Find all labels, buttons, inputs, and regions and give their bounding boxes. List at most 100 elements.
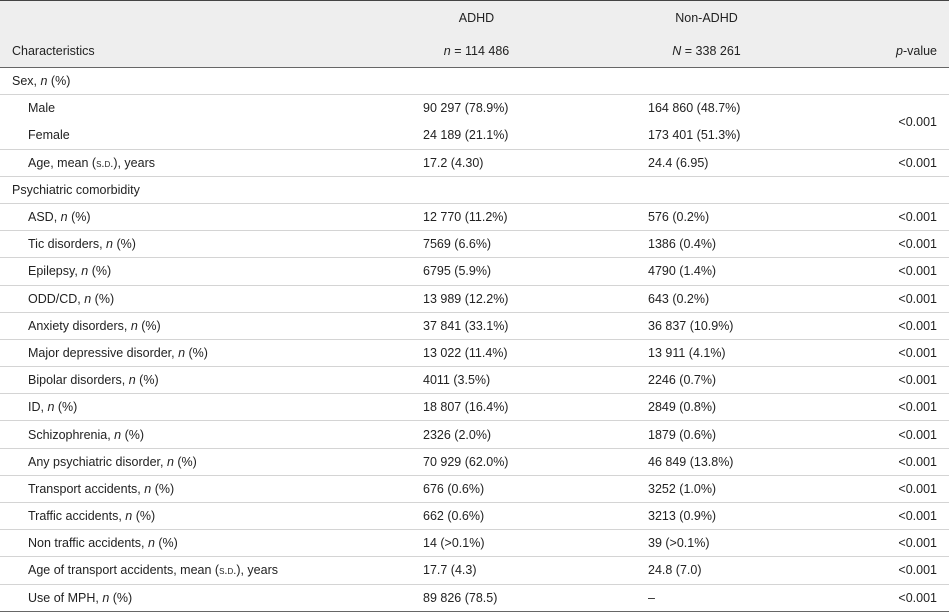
data-row: Any psychiatric disorder, n (%) 70 929 (6… [0,448,949,476]
data-row: ID, n (%) 18 807 (16.4%) 2849 (0.8%) <0.001 [0,393,949,422]
text: (%) [154,536,178,551]
cell-text: <0.001 [898,400,937,415]
text: ), years [236,563,278,578]
italic-text: n [125,509,133,524]
cell: 24.8 (7.0) [639,556,864,585]
table-body: Sex, n (%) Male 90 297 (78.9%) 164 860 (48.… [0,67,949,612]
text: ADHD [458,10,495,25]
cell-text: 3213 (0.9%) [648,509,717,524]
cell-text: <0.001 [898,590,937,605]
text: (%) [47,74,71,89]
cell: 7569 (6.6%) [414,230,639,259]
cell-text: 662 (0.6%) [423,509,485,524]
cell: 89 826 (78.5) [414,584,639,612]
data-row: Age, mean (s.d.), years 17.2 (4.30) 24.4 (… [0,149,949,177]
cell-text: <0.001 [898,318,937,333]
text: Sex, [12,74,41,89]
text: (%) [132,509,156,524]
text: (%) [67,210,91,225]
text: ASD, [28,210,61,225]
text: Epilepsy, [28,264,82,279]
data-row: Anxiety disorders, n (%) 37 841 (33.1%) 36… [0,312,949,340]
cell-text: 39 (>0.1%) [648,536,710,551]
cell: ID, n (%) [0,393,414,422]
cell: 12 770 (11.2%) [414,203,639,232]
cell: 662 (0.6%) [414,502,639,531]
cell-text: <0.001 [898,114,937,129]
cell-text: 24 189 (21.1%) [423,128,509,143]
cell-text: 164 860 (48.7%) [648,101,741,116]
text: (%) [88,264,112,279]
cell: 3213 (0.9%) [639,502,864,531]
data-row: Epilepsy, n (%) 6795 (5.9%) 4790 (1.4%) <0.… [0,257,949,286]
cell-text: 70 929 (62.0%) [423,454,509,469]
cell-text: 90 297 (78.9%) [423,101,509,116]
cell: <0.001 [864,339,949,368]
cell: <0.001 [864,149,949,177]
cell-text: 13 989 (12.2%) [423,291,509,306]
cell-text: 46 849 (13.8%) [648,454,734,469]
italic-text: n [102,590,110,605]
cell-text: <0.001 [898,210,937,225]
cell: <0.001 [864,502,949,531]
cell-text: 4790 (1.4%) [648,264,717,279]
cell: 24.4 (6.95) [639,149,864,177]
text: (%) [91,291,115,306]
cell: Schizophrenia, n (%) [0,420,414,449]
smallcaps-text: s.d. [219,565,237,578]
cell: Psychiatric comorbidity [0,176,949,204]
cell-text: <0.001 [898,563,937,578]
cell: 576 (0.2%) [639,203,864,232]
header-cell: Characteristics [0,34,414,68]
cell: 6795 (5.9%) [414,257,639,286]
italic-text: n [84,291,92,306]
data-row: Transport accidents, n (%) 676 (0.6%) 3252… [0,475,949,504]
italic-text: n [81,264,89,279]
data-row: Schizophrenia, n (%) 2326 (2.0%) 1879 (0.6… [0,420,949,449]
cell-text: 1879 (0.6%) [648,427,717,442]
text: Characteristics [12,43,95,58]
italic-text: p [896,43,903,58]
italic-text: n [114,427,122,442]
italic-text: N [672,43,682,58]
text: (%) [137,318,161,333]
text: Major depressive disorder, [28,345,179,360]
data-row: Tic disorders, n (%) 7569 (6.6%) 1386 (0.4… [0,230,949,259]
cell-text: 14 (>0.1%) [423,536,485,551]
cell: Epilepsy, n (%) [0,257,414,286]
cell: 173 401 (51.3%) [639,121,864,150]
italic-text: n [106,237,113,252]
cell: <0.001 [864,203,949,232]
cell: <0.001 [864,529,949,558]
cell-text: 12 770 (11.2%) [423,210,508,225]
header-cell: n = 114 486 [414,34,639,68]
cell-text: 576 (0.2%) [648,210,710,225]
cell-text: 173 401 (51.3%) [648,128,741,143]
cell-text: <0.001 [898,427,937,442]
text: Psychiatric comorbidity [12,182,140,197]
data-row: Female 24 189 (21.1%) 173 401 (51.3%) [0,121,949,150]
cell: <0.001 [864,366,949,395]
text: = 114 486 [450,43,510,58]
cell: <0.001 [864,285,949,313]
text: Non-ADHD [675,10,738,25]
cell-text: 17.7 (4.3) [423,563,477,578]
text: ID, [28,400,48,415]
cell-text: 3252 (1.0%) [648,481,717,496]
data-row: ODD/CD, n (%) 13 989 (12.2%) 643 (0.2%) <0.… [0,285,949,313]
cell: – [639,584,864,612]
text: Age, mean ( [28,155,97,170]
cell: 13 022 (11.4%) [414,339,639,368]
data-row: Traffic accidents, n (%) 662 (0.6%) 3213 (… [0,502,949,531]
cell: Use of MPH, n (%) [0,584,414,612]
cell-text: 1386 (0.4%) [648,237,717,252]
cell: Female [0,121,414,150]
cell: <0.001 [864,230,949,259]
cell: 37 841 (33.1%) [414,312,639,340]
text: Female [28,128,70,143]
text: -value [902,43,937,58]
header-cell: N = 338 261 [639,34,864,68]
cell: 36 837 (10.9%) [639,312,864,340]
text: (%) [112,237,136,252]
